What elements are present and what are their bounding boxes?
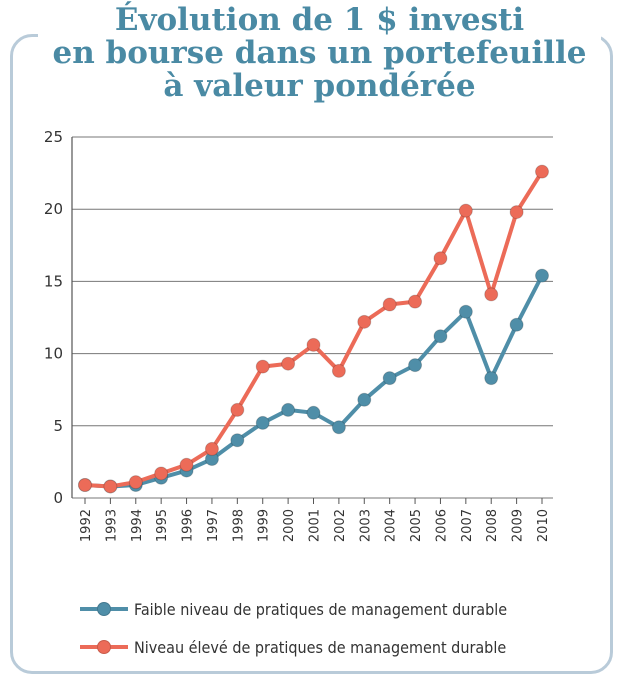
data-point-series1-2009 — [509, 205, 524, 220]
data-point-series0-2004 — [382, 371, 397, 386]
y-tick-label: 20 — [44, 200, 63, 218]
data-point-series1-2010 — [535, 164, 549, 179]
data-point-series0-2007 — [458, 304, 473, 319]
data-point-series0-1999 — [255, 415, 270, 430]
x-tick-label: 2007 — [460, 509, 475, 542]
data-point-series1-1995 — [154, 466, 169, 481]
data-point-series1-2007 — [458, 203, 473, 218]
y-tick-label: 5 — [53, 417, 63, 435]
y-tick-label: 10 — [44, 345, 63, 363]
legend-label-high: Niveau élevé de pratiques de management … — [134, 637, 507, 657]
data-point-series0-1998 — [230, 433, 245, 448]
x-tick-label: 2002 — [333, 509, 348, 542]
data-point-series0-2003 — [357, 392, 372, 407]
data-point-series1-2004 — [382, 297, 397, 312]
legend-item-high: Niveau élevé de pratiques de management … — [80, 628, 600, 666]
title-line-3: à valeur pondérée — [163, 68, 476, 104]
data-point-series1-1996 — [179, 457, 194, 472]
data-point-series0-2006 — [433, 329, 448, 344]
data-point-series0-2001 — [306, 405, 321, 420]
legend-label-low: Faible niveau de pratiques de management… — [134, 599, 508, 619]
data-point-series0-2010 — [535, 268, 549, 283]
data-point-series1-2000 — [281, 356, 296, 371]
title-line-1: Évolution de 1 $ investi — [114, 2, 525, 38]
y-tick-label: 15 — [44, 272, 63, 290]
x-tick-label: 1992 — [79, 509, 94, 542]
x-tick-label: 2009 — [511, 509, 526, 542]
legend-item-low: Faible niveau de pratiques de management… — [80, 590, 600, 628]
data-point-series1-1998 — [230, 402, 245, 417]
x-tick-label: 2000 — [282, 509, 297, 542]
legend-swatch-high — [80, 640, 128, 654]
x-tick-label: 1993 — [104, 509, 119, 542]
x-tick-label: 2003 — [358, 509, 373, 542]
chart-title: Évolution de 1 $ investi en bourse dans … — [0, 4, 639, 103]
x-tick-label: 1999 — [257, 509, 272, 542]
x-tick-label: 1995 — [155, 509, 170, 542]
data-point-series0-2008 — [484, 371, 499, 386]
data-point-series0-2009 — [509, 317, 524, 332]
data-point-series1-2008 — [484, 287, 499, 302]
data-point-series1-1993 — [103, 479, 118, 494]
x-tick-label: 1996 — [181, 509, 196, 542]
x-tick-label: 2005 — [409, 509, 424, 542]
data-point-series0-2002 — [331, 420, 346, 435]
data-point-series0-2000 — [281, 402, 296, 417]
data-point-series1-2002 — [331, 363, 346, 378]
data-point-series1-2006 — [433, 251, 448, 266]
data-point-series1-2001 — [306, 337, 321, 352]
data-point-series1-2005 — [408, 294, 423, 309]
x-tick-label: 2001 — [308, 509, 323, 542]
data-point-series1-2003 — [357, 314, 372, 329]
title-line-2: en bourse dans un portefeuille — [52, 35, 587, 71]
y-tick-label: 25 — [44, 128, 63, 146]
data-point-series1-1999 — [255, 359, 270, 374]
data-point-series1-1994 — [128, 475, 143, 490]
x-tick-label: 2008 — [485, 509, 500, 542]
data-point-series1-1997 — [204, 441, 219, 456]
data-point-series0-2005 — [408, 358, 423, 373]
x-tick-label: 1997 — [206, 509, 221, 542]
x-tick-label: 2010 — [536, 509, 551, 542]
series-line-0 — [83, 273, 544, 489]
data-point-series1-1992 — [78, 478, 92, 493]
x-tick-label: 2006 — [434, 509, 449, 542]
legend-swatch-low — [80, 602, 128, 616]
x-tick-label: 2004 — [384, 509, 399, 542]
legend: Faible niveau de pratiques de management… — [80, 590, 600, 666]
y-tick-label: 0 — [53, 489, 63, 507]
x-tick-label: 1994 — [130, 509, 145, 542]
x-tick-label: 1998 — [231, 509, 246, 542]
